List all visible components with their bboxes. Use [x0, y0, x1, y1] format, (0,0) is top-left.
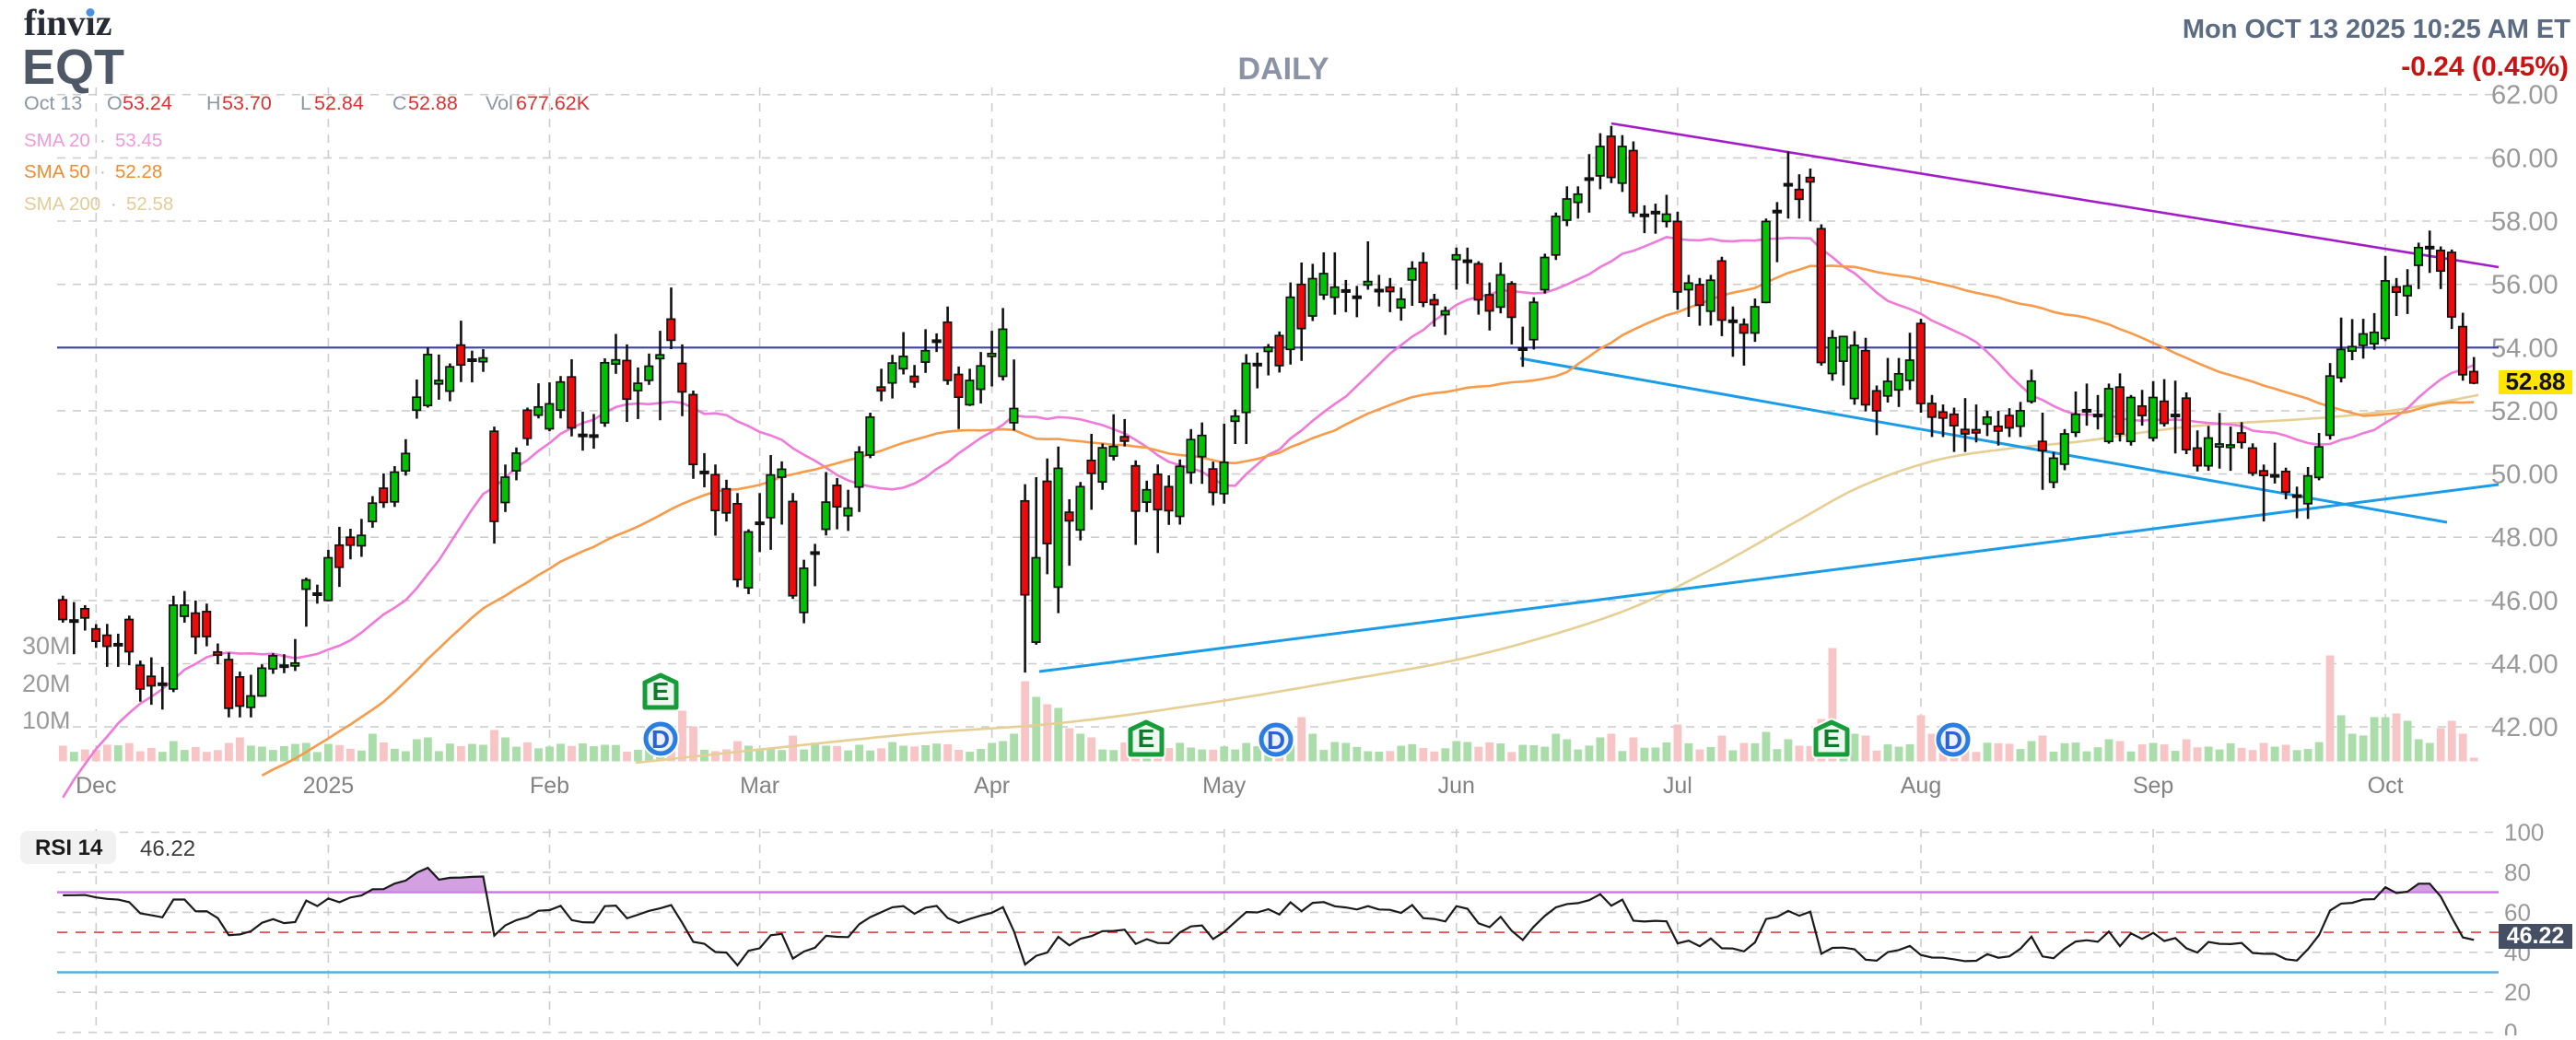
- svg-text:Mar: Mar: [740, 773, 779, 799]
- svg-text:-0.24 (0.45%): -0.24 (0.45%): [2401, 52, 2569, 82]
- svg-text:42.00: 42.00: [2491, 713, 2558, 742]
- svg-text:finviz: finviz: [24, 2, 112, 43]
- svg-text:46.22: 46.22: [140, 836, 195, 861]
- svg-text:H: H: [206, 92, 221, 114]
- svg-text:Jun: Jun: [1438, 773, 1475, 799]
- svg-text:46.00: 46.00: [2491, 587, 2558, 616]
- svg-text:Vol: Vol: [486, 92, 513, 114]
- svg-text:80: 80: [2504, 859, 2531, 886]
- svg-text:30M: 30M: [22, 632, 71, 660]
- svg-text:E: E: [1823, 724, 1841, 753]
- svg-text:62.00: 62.00: [2491, 81, 2558, 111]
- svg-text:Oct: Oct: [2368, 773, 2404, 799]
- svg-text:SMA 200: SMA 200: [24, 193, 100, 215]
- svg-text:52.84: 52.84: [314, 92, 364, 114]
- svg-text:SMA 50: SMA 50: [24, 161, 90, 182]
- svg-text:10M: 10M: [22, 707, 71, 734]
- svg-text:D: D: [1267, 726, 1285, 754]
- svg-text:52.00: 52.00: [2491, 397, 2558, 427]
- svg-text:D: D: [651, 725, 670, 754]
- svg-text:60: 60: [2504, 898, 2531, 926]
- svg-text:Apr: Apr: [974, 773, 1010, 799]
- svg-text:2025: 2025: [303, 773, 355, 799]
- svg-text:48.00: 48.00: [2491, 523, 2558, 553]
- svg-text:54.00: 54.00: [2491, 333, 2558, 363]
- svg-text:53.45: 53.45: [115, 130, 162, 151]
- svg-text:52.88: 52.88: [408, 92, 458, 114]
- svg-text:RSI 14: RSI 14: [35, 836, 103, 860]
- svg-text:677.62K: 677.62K: [516, 92, 591, 114]
- svg-text:50.00: 50.00: [2491, 461, 2558, 490]
- svg-text:46.22: 46.22: [2507, 923, 2565, 949]
- svg-text:DAILY: DAILY: [1238, 52, 1329, 87]
- svg-text:Aug: Aug: [1901, 773, 1941, 799]
- svg-text:·: ·: [100, 161, 106, 182]
- svg-text:May: May: [1202, 773, 1247, 799]
- svg-text:52.58: 52.58: [126, 193, 173, 215]
- svg-text:Jul: Jul: [1663, 773, 1692, 799]
- svg-text:56.00: 56.00: [2491, 271, 2558, 300]
- svg-text:Oct 13: Oct 13: [24, 92, 82, 114]
- svg-text:·: ·: [100, 130, 106, 151]
- svg-text:53.24: 53.24: [123, 92, 172, 114]
- svg-text:58.00: 58.00: [2491, 207, 2558, 237]
- svg-text:20M: 20M: [22, 670, 71, 697]
- svg-text:E: E: [1138, 724, 1155, 753]
- svg-text:60.00: 60.00: [2491, 144, 2558, 173]
- svg-text:L: L: [300, 92, 311, 114]
- svg-text:D: D: [1944, 726, 1962, 754]
- svg-text:Feb: Feb: [530, 773, 569, 799]
- svg-text:Mon OCT 13 2025 10:25 AM ET: Mon OCT 13 2025 10:25 AM ET: [2183, 15, 2570, 44]
- svg-text:C: C: [392, 92, 407, 114]
- svg-text:O: O: [107, 92, 123, 114]
- svg-text:SMA 20: SMA 20: [24, 130, 90, 151]
- svg-text:53.70: 53.70: [222, 92, 272, 114]
- svg-text:·: ·: [111, 193, 117, 215]
- svg-text:52.28: 52.28: [115, 161, 162, 182]
- svg-text:100: 100: [2504, 819, 2544, 847]
- svg-text:Sep: Sep: [2133, 773, 2173, 799]
- svg-text:EQT: EQT: [22, 40, 124, 95]
- svg-text:44.00: 44.00: [2491, 650, 2558, 680]
- svg-text:E: E: [652, 677, 670, 706]
- svg-text:52.88: 52.88: [2505, 368, 2565, 395]
- svg-text:0: 0: [2504, 1019, 2517, 1035]
- svg-text:20: 20: [2504, 978, 2531, 1006]
- svg-text:Dec: Dec: [76, 773, 116, 799]
